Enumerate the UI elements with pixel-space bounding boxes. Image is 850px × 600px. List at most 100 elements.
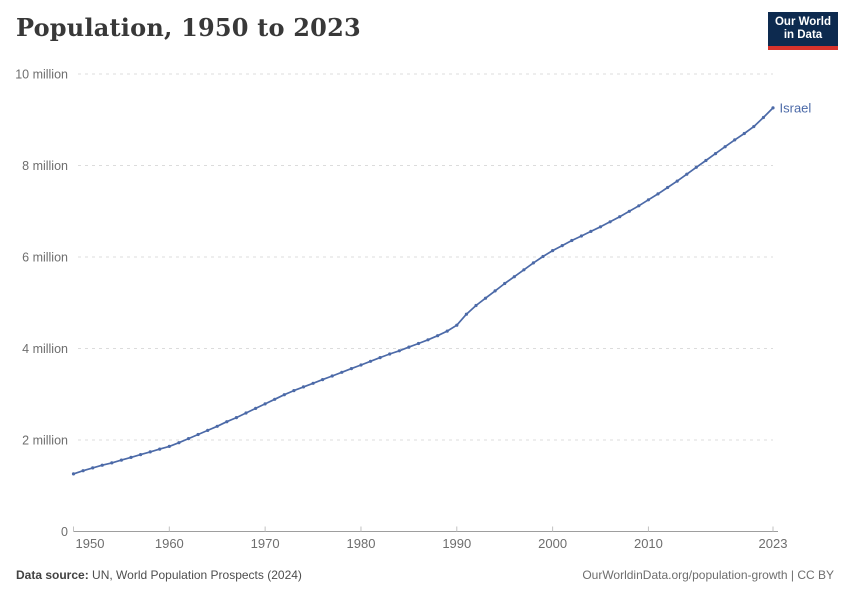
data-point [186,437,191,441]
data-point [244,411,248,415]
data-point [263,402,267,406]
x-axis-tick-label: 1990 [442,536,471,551]
data-point [234,416,238,420]
x-axis-tick-label: 2000 [538,536,567,551]
data-point [541,254,545,259]
data-point [158,447,162,451]
data-point [685,172,689,176]
data-point [100,463,104,467]
data-point [225,420,229,424]
owid-logo-line2: in Data [783,29,823,41]
data-point [148,450,152,454]
attribution-link[interactable]: OurWorldinData.org/population-growth | C… [582,568,834,582]
data-point [407,345,411,349]
x-axis-tick-label: 1950 [76,536,105,551]
israel-series-line[interactable] [72,107,774,475]
data-point [273,397,277,401]
data-source-label: Data source: [16,568,89,582]
data-point [455,323,459,327]
owid-logo-line1: Our World [774,16,831,28]
data-point [368,359,373,363]
y-axis-tick-label: 10 million [15,68,68,82]
data-source-note: Data source: UN, World Population Prospe… [16,568,302,582]
page-title: Population, 1950 to 2023 [16,13,361,42]
data-point [167,444,171,448]
data-point [359,363,363,367]
data-point [215,424,219,428]
data-point [110,461,114,465]
data-point [646,198,651,202]
data-point [608,220,612,224]
data-point [196,432,200,437]
data-point [551,249,555,253]
data-point [761,115,766,120]
data-point [752,125,756,129]
data-point [282,393,286,397]
data-point [81,469,85,473]
data-point [627,209,631,213]
data-point [71,472,76,476]
owid-logo[interactable]: Our World in Data [768,12,838,50]
x-axis-tick-label: 1970 [251,536,280,551]
data-point [426,338,430,342]
x-axis-tick-label: 2023 [759,536,788,551]
data-point [570,238,574,243]
population-chart[interactable]: 0 2 million 4 million 6 million 8 million 10 … [0,0,850,560]
data-point [129,455,133,459]
x-axis-tick-label: 2010 [634,536,663,551]
data-point [330,374,334,378]
y-axis-tick-label: 4 million [22,342,68,356]
data-point [397,349,401,353]
data-point [91,466,95,470]
data-point [723,145,727,149]
data-point [474,303,478,308]
data-point [598,225,603,229]
data-point [637,204,641,208]
data-point [254,406,258,410]
data-point [493,289,497,293]
data-point [321,378,325,382]
y-axis-tick-label: 2 million [22,434,68,448]
data-point [694,165,698,169]
data-point [656,192,660,196]
data-point [512,275,516,279]
data-point [771,106,775,110]
data-point [464,312,468,316]
x-axis-tick-label: 1960 [155,536,184,551]
y-axis-tick-label: 8 million [22,159,68,173]
data-point [704,158,708,163]
data-point [206,428,210,432]
data-point [139,453,143,457]
data-point [531,261,536,265]
data-point [579,234,584,238]
data-point [666,185,670,190]
data-point [311,381,315,385]
data-point [177,441,181,445]
data-point [340,370,344,374]
data-point [560,244,564,248]
data-point [436,334,440,338]
data-point [503,281,507,286]
y-axis-tick-label: 6 million [22,251,68,265]
data-point [349,367,353,371]
data-point [119,458,123,462]
data-point [301,385,306,389]
data-point [483,296,488,300]
entity-label[interactable]: Israel [780,100,812,115]
x-axis-tick-label: 1980 [347,536,376,551]
y-axis-tick-label: 0 [61,525,68,539]
data-point [522,268,526,272]
data-point [618,215,622,219]
data-point [742,131,746,136]
data-point [378,356,382,360]
data-point [388,352,392,356]
data-point [416,341,421,346]
data-point [589,229,593,233]
data-point [445,329,449,333]
data-source-text: UN, World Population Prospects (2024) [88,568,302,582]
data-point [675,179,679,183]
chart-footer: Data source: UN, World Population Prospe… [16,568,834,588]
data-point [733,138,737,142]
data-point [292,389,296,393]
